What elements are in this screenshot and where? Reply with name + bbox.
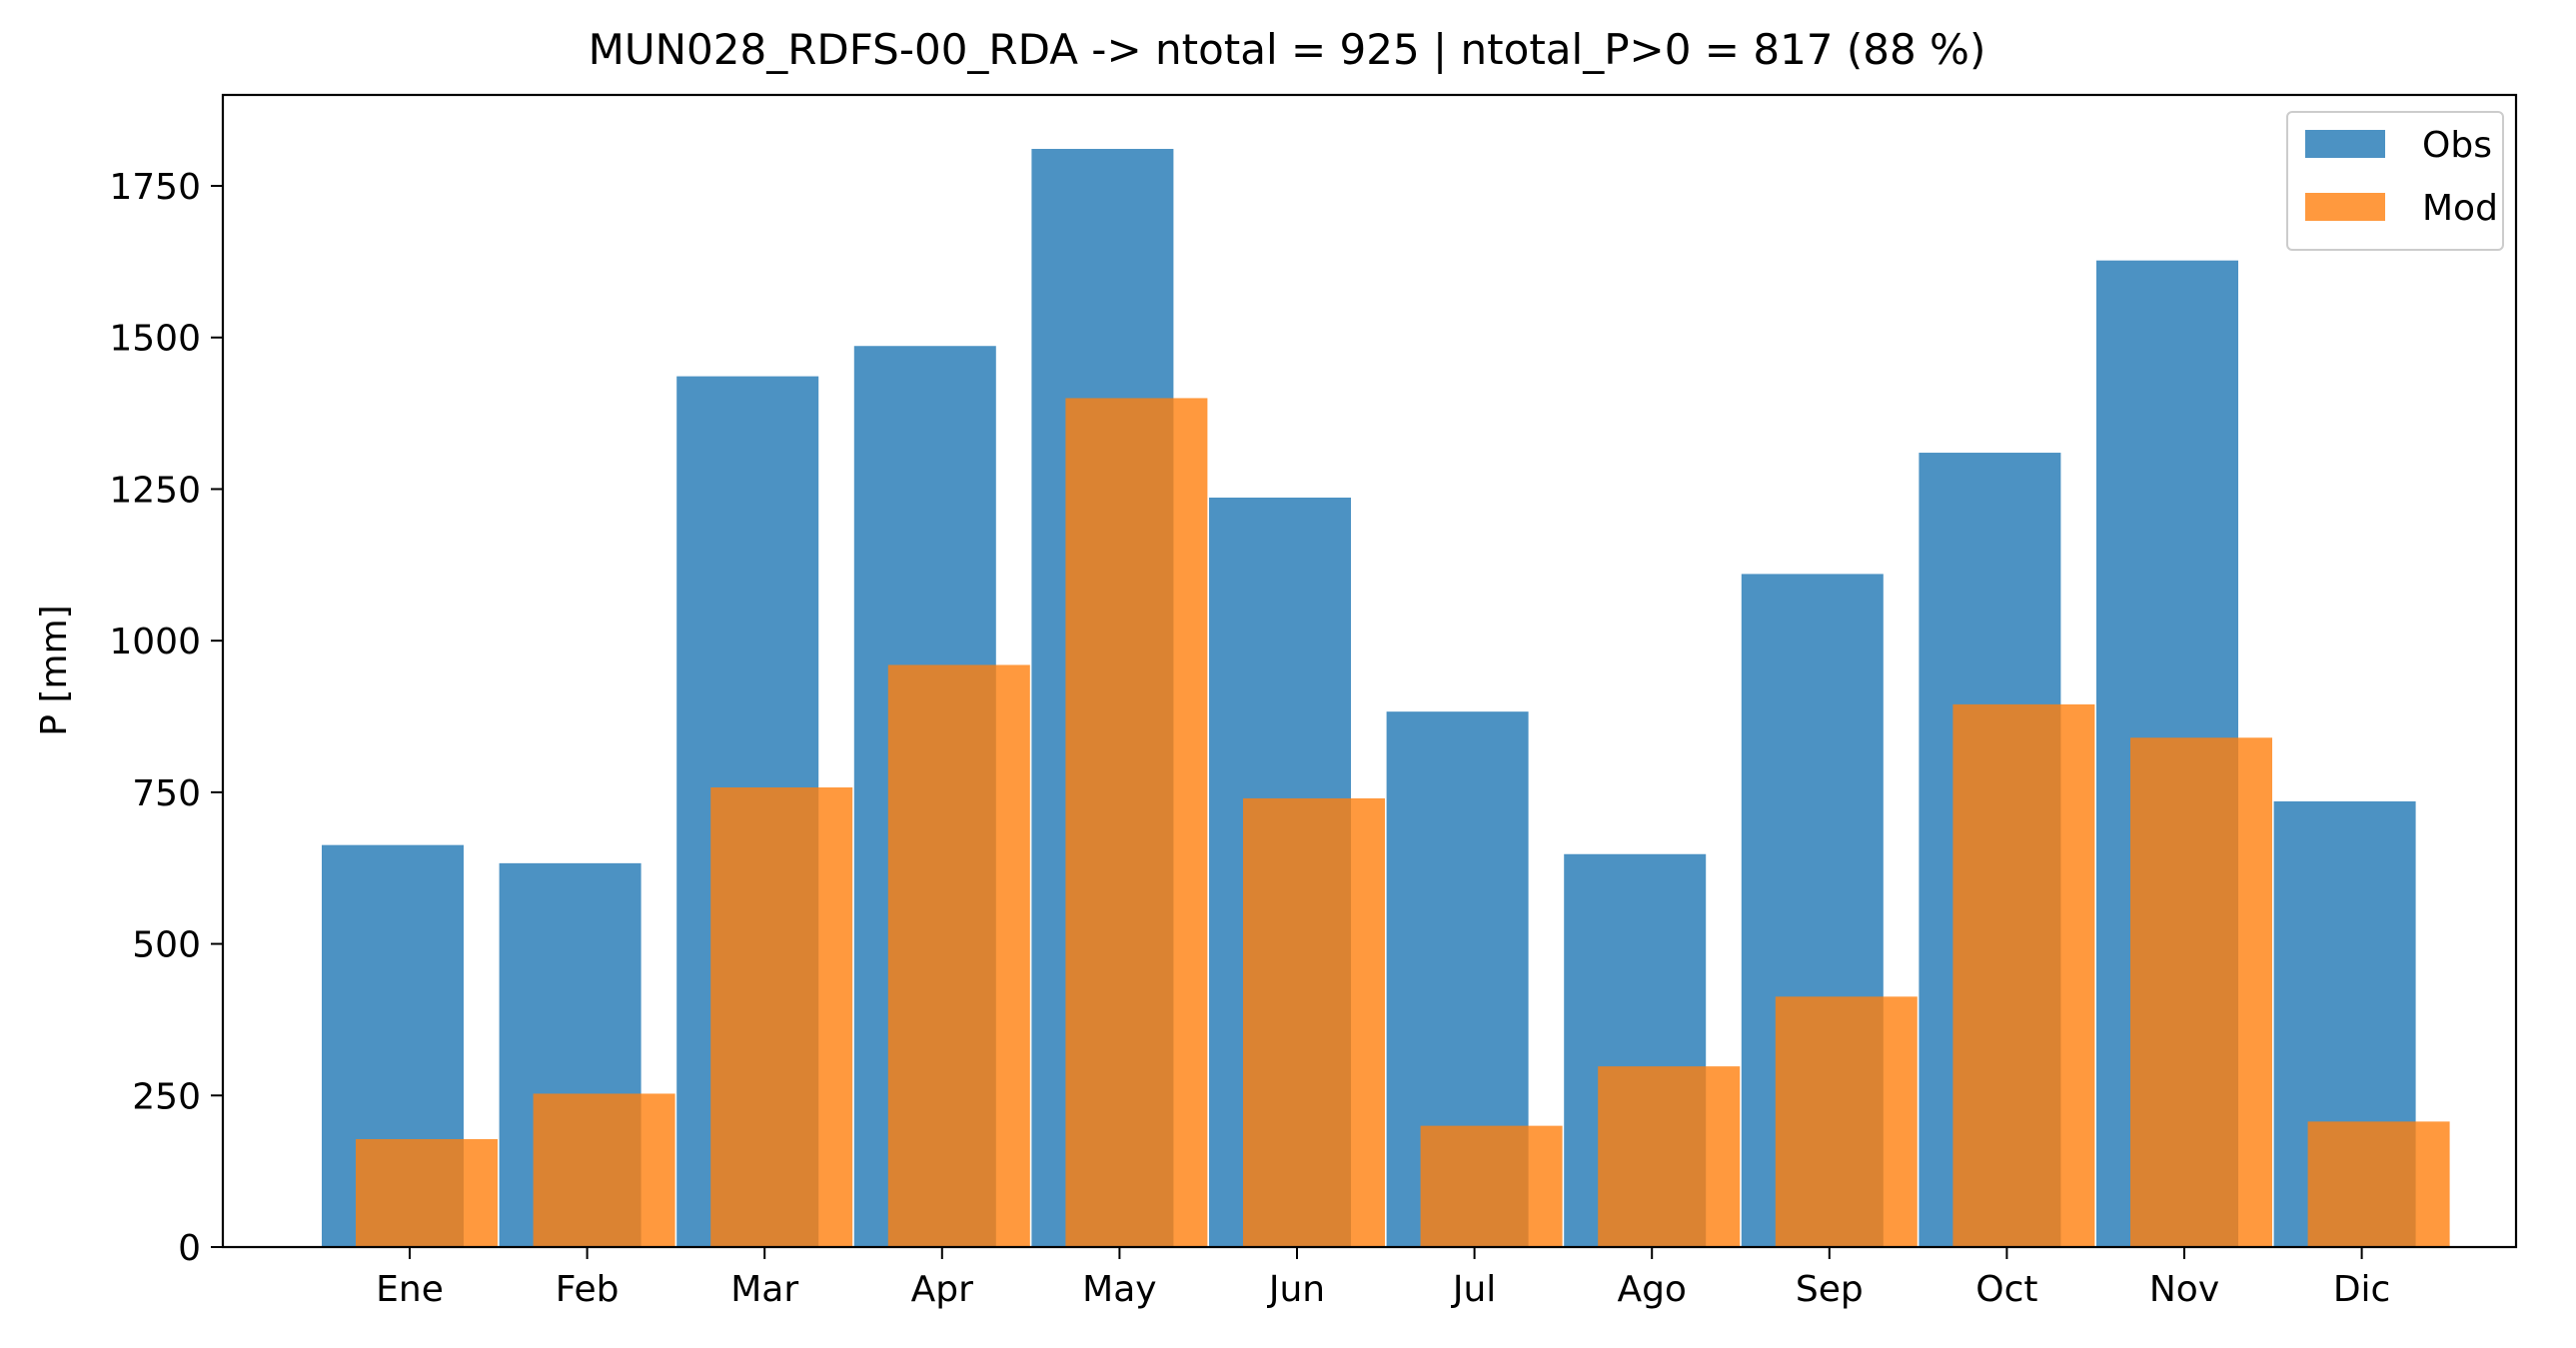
x-tick-label: Jun xyxy=(1267,1269,1325,1310)
x-tick-label: Apr xyxy=(911,1269,973,1310)
bar-mod-oct xyxy=(1952,703,2095,1247)
bar-mod-mar xyxy=(710,787,853,1247)
y-tick-label: 1000 xyxy=(109,622,201,663)
plot-area-frame xyxy=(221,93,2518,1249)
y-tick-label: 1500 xyxy=(109,319,201,360)
legend-label-obs: Obs xyxy=(2422,125,2492,166)
bar-mod-ago xyxy=(1598,1066,1741,1247)
bar-mod-may xyxy=(1065,398,1208,1248)
chart-title: MUN028_RDFS-00_RDA -> ntotal = 925 | nto… xyxy=(589,25,1986,74)
x-tick-label: Mar xyxy=(730,1269,798,1310)
x-tick-label: Feb xyxy=(556,1269,620,1310)
x-tick-label: Ago xyxy=(1617,1269,1687,1310)
y-tick-label: 500 xyxy=(132,925,201,966)
x-tick-label: Nov xyxy=(2149,1269,2219,1310)
legend-label-mod: Mod xyxy=(2422,188,2498,229)
y-tick-label: 250 xyxy=(132,1076,201,1117)
bar-mod-apr xyxy=(887,665,1030,1247)
legend: Obs Mod xyxy=(2286,111,2504,251)
x-tick-label: Dic xyxy=(2333,1269,2391,1310)
x-tick-label: Ene xyxy=(376,1269,444,1310)
legend-swatch-mod xyxy=(2305,193,2385,221)
y-axis: 0 250 500 750 1000 1250 1500 1750 xyxy=(109,167,223,1269)
legend-swatch-obs xyxy=(2305,130,2385,158)
bar-mod-jun xyxy=(1243,797,1385,1247)
bar-mod-sep xyxy=(1775,996,1918,1247)
y-tick-label: 0 xyxy=(178,1228,201,1269)
y-tick-label: 1750 xyxy=(109,167,201,208)
bar-mod-feb xyxy=(533,1093,675,1247)
y-tick-label: 1250 xyxy=(109,470,201,511)
x-tick-label: May xyxy=(1082,1269,1156,1310)
bars-group xyxy=(322,149,2450,1248)
y-tick-label: 750 xyxy=(132,773,201,814)
x-tick-label: Sep xyxy=(1796,1269,1864,1310)
bar-mod-jul xyxy=(1420,1125,1563,1247)
bar-mod-nov xyxy=(2130,737,2272,1247)
x-tick-label: Jul xyxy=(1451,1269,1496,1310)
bar-mod-dic xyxy=(2307,1121,2450,1247)
y-axis-label: P [mm] xyxy=(34,605,75,735)
bar-mod-ene xyxy=(356,1138,498,1247)
x-axis: Ene Feb Mar Apr May Jun Jul Ago Sep Oct Nov Dic xyxy=(376,1247,2390,1310)
x-tick-label: Oct xyxy=(1975,1269,2037,1310)
